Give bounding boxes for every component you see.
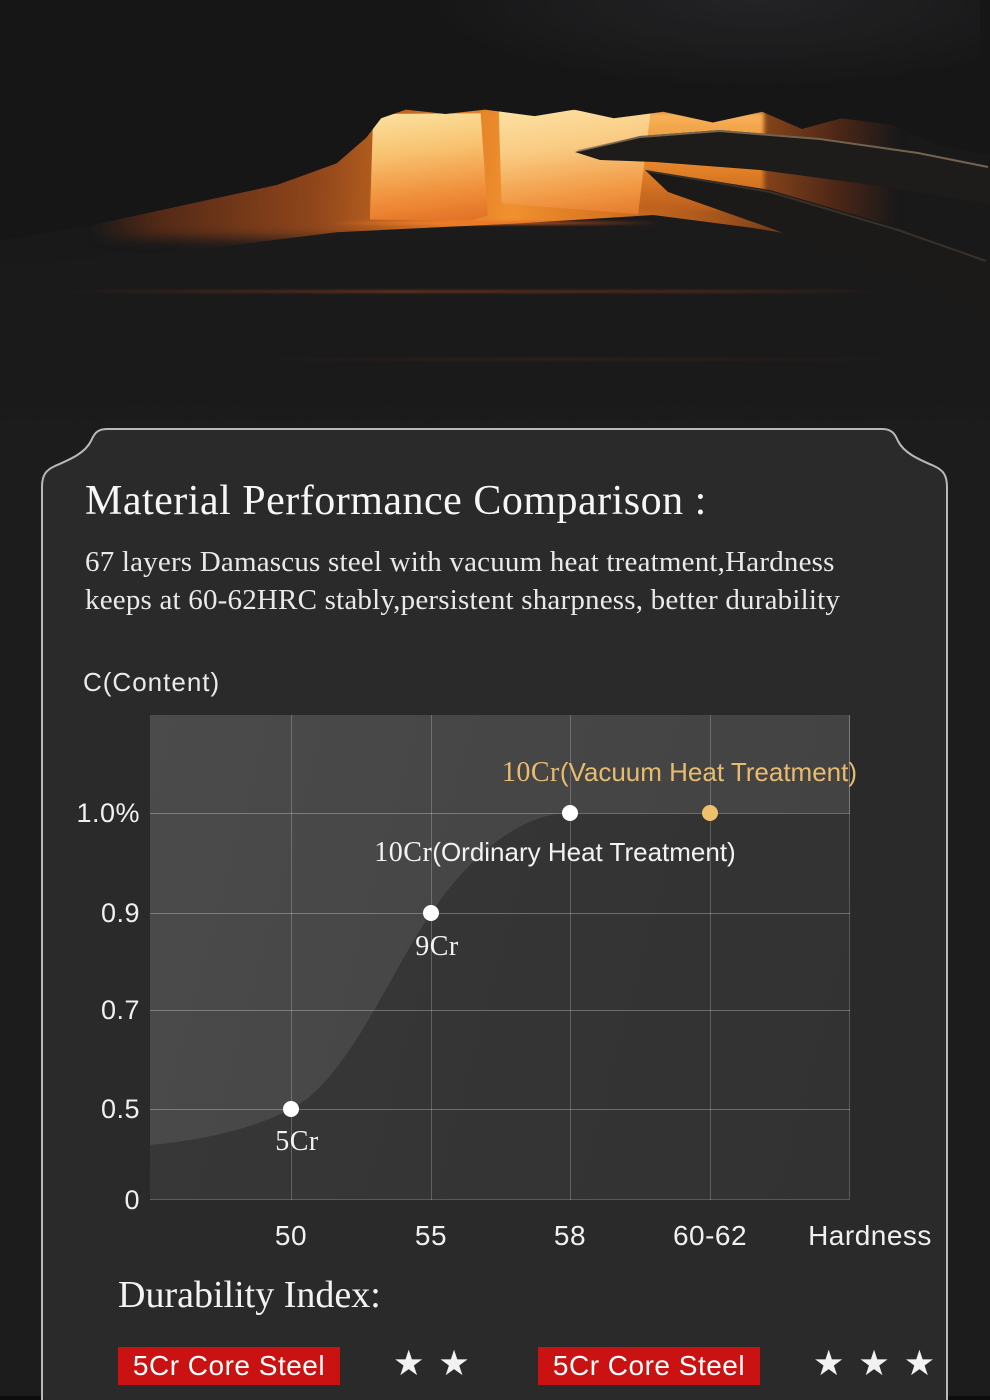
point-label-prefix: 10Cr — [374, 837, 433, 868]
y-tick-label: 0.5 — [100, 1094, 140, 1124]
star-icon: ★ — [903, 1344, 950, 1383]
star-rating-2: ★★★ — [813, 1343, 949, 1385]
star-icon: ★ — [438, 1344, 484, 1383]
x-tick-label: 50 — [274, 1220, 308, 1251]
point-label-suffix: (Ordinary Heat Treatment) — [432, 837, 736, 867]
description-line-2: keeps at 60-62HRC stably,persistent shar… — [85, 584, 841, 616]
smoke-highlight — [420, 0, 980, 90]
gridline-h-0.9 — [150, 913, 850, 914]
y-tick-label: 1.0% — [76, 798, 140, 828]
x-tick-label: 58 — [553, 1220, 587, 1251]
hero-bottom-fade — [0, 300, 990, 430]
point-label-prefix: 5Cr — [275, 1126, 319, 1157]
description-line-1: 67 layers Damascus steel with vacuum hea… — [85, 546, 835, 578]
data-point-10cr — [562, 805, 578, 821]
star-icon: ★ — [393, 1344, 439, 1383]
steel-badge-1: 5Cr Core Steel — [118, 1347, 340, 1385]
steel-badge-2: 5Cr Core Steel — [538, 1347, 760, 1385]
section-description: 67 layers Damascus steel with vacuum hea… — [85, 543, 925, 619]
point-label-5cr: 5Cr — [275, 1125, 319, 1158]
data-point-5cr — [283, 1101, 299, 1117]
steel-badge-label: 5Cr Core Steel — [552, 1350, 746, 1381]
point-label-10cr-ordinary: 10Cr(Ordinary Heat Treatment) — [374, 837, 735, 869]
point-label-prefix: 9Cr — [415, 931, 459, 962]
y-tick-label: 0.7 — [100, 995, 140, 1025]
star-icon: ★ — [858, 1344, 904, 1383]
durability-heading: Durability Index: — [118, 1274, 381, 1316]
point-label-prefix: 10Cr — [501, 757, 560, 788]
x-tick-label: 60-62 — [672, 1220, 748, 1251]
data-point-9cr — [423, 905, 439, 921]
y-axis-title: C(Content) — [83, 667, 221, 697]
data-point-10cr — [702, 805, 718, 821]
chart-plot: 1.0% 0.9 0.7 0.5 0 50 55 58 60-62 Hardness 10Cr… — [76, 715, 931, 1251]
x-axis-title: Hardness — [808, 1220, 932, 1251]
section-title: Material Performance Comparison : — [85, 478, 707, 524]
y-axis-ticks: 1.0% 0.9 0.7 0.5 0 — [54, 715, 140, 1215]
y-tick-label: 0.9 — [100, 898, 140, 928]
star-icon: ★ — [813, 1344, 859, 1383]
y-tick-label: 0 — [124, 1185, 140, 1215]
gridline-h-0.7 — [150, 1010, 850, 1011]
point-label-9cr: 9Cr — [415, 930, 459, 963]
gridline-h-0.5 — [150, 1109, 850, 1110]
comparison-panel: Material Performance Comparison : 67 lay… — [41, 425, 948, 1400]
star-rating-1: ★★ — [393, 1343, 484, 1385]
x-tick-label: 55 — [414, 1220, 448, 1251]
point-label-suffix: (Vacuum Heat Treatment) — [559, 757, 857, 787]
gridline-h-1.0 — [150, 813, 850, 814]
steel-badge-label: 5Cr Core Steel — [132, 1350, 326, 1381]
point-label-10cr-vacuum: 10Cr(Vacuum Heat Treatment) — [502, 757, 857, 789]
forge-photo — [0, 0, 990, 430]
